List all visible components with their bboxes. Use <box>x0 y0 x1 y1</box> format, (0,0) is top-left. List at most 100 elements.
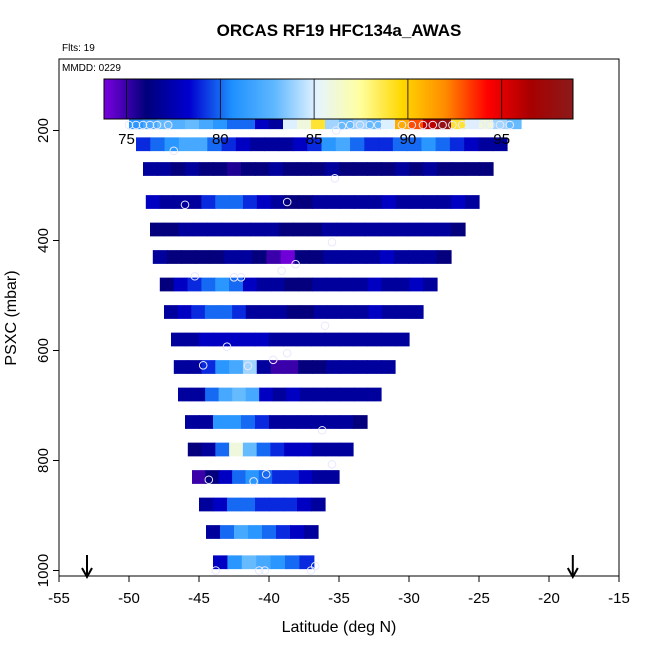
heatmap-cell <box>280 250 296 264</box>
x-tick-label: -20 <box>538 590 560 607</box>
heatmap-cell <box>381 277 397 292</box>
heatmap-cell <box>365 250 381 264</box>
heatmap-cell <box>159 195 175 209</box>
sample-point <box>211 566 221 575</box>
x-tick-label: -55 <box>48 590 70 607</box>
colorbar-ticks: 75 80 85 90 95 <box>118 79 510 148</box>
sample-point <box>330 174 340 183</box>
chart-title: ORCAS RF19 HFC134a_AWAS <box>217 21 462 40</box>
heatmap-cell <box>269 332 284 347</box>
heatmap-cell <box>258 470 273 484</box>
sample-point <box>152 120 162 130</box>
heatmap-cell <box>185 162 200 176</box>
heatmap-cell <box>269 415 284 429</box>
heatmap-cell <box>341 305 356 319</box>
heatmap-cell <box>353 332 368 347</box>
heatmap-cell <box>479 162 494 176</box>
heatmap-cell <box>435 137 451 152</box>
heatmap-cell <box>199 162 214 176</box>
heatmap-cell <box>178 387 193 402</box>
heatmap-cell <box>409 305 424 319</box>
sample-point <box>345 120 355 130</box>
heatmap-cell <box>284 195 300 209</box>
heatmap-cell <box>192 470 206 484</box>
heatmap-cell <box>423 277 438 292</box>
heatmap-cell <box>201 442 216 457</box>
heatmap-cell <box>259 387 274 402</box>
heatmap-cell <box>191 305 206 319</box>
sample-point <box>163 120 173 130</box>
heatmap-cell <box>326 277 341 292</box>
heatmap-cell <box>150 222 165 237</box>
heatmap-cell <box>367 195 383 209</box>
heatmap-cell <box>395 277 410 292</box>
heatmap-cell <box>436 250 452 264</box>
heatmap-cell <box>350 137 365 152</box>
heatmap-cell <box>193 137 208 152</box>
heatmap-cell <box>250 137 266 152</box>
heatmap-cell <box>395 305 410 319</box>
heatmap-cell <box>195 250 211 264</box>
heatmap-cell <box>143 162 158 176</box>
heatmap-cell <box>325 442 340 457</box>
heatmap-cell <box>205 470 220 484</box>
heatmap-cell <box>326 195 341 209</box>
heatmap-cell <box>335 137 351 152</box>
heatmap-cell <box>199 332 214 347</box>
sample-point <box>190 271 200 281</box>
sample-point <box>476 120 485 130</box>
sample-points <box>124 120 515 575</box>
x-tick-label: -40 <box>258 590 280 607</box>
heatmap-cell <box>286 387 301 402</box>
heatmap-cell <box>339 162 354 176</box>
sample-point <box>397 120 407 130</box>
heatmap-cell <box>323 250 338 264</box>
x-tick-label: -25 <box>468 590 490 607</box>
heatmap-cell <box>339 332 354 347</box>
heatmap-cell <box>227 497 242 512</box>
heatmap-cell <box>350 222 366 237</box>
heatmap-cell <box>339 277 355 292</box>
heatmap-cell <box>191 387 206 402</box>
heatmap-cell <box>367 387 382 402</box>
heatmap-cell <box>238 250 253 264</box>
sample-point <box>310 561 320 571</box>
heatmap-cell <box>248 525 263 539</box>
heatmap-cell <box>157 162 172 176</box>
heatmap-cell <box>298 470 313 484</box>
colorbar: 75 80 85 90 95 <box>103 78 574 148</box>
heatmap-cell <box>339 415 354 429</box>
heatmap-cell <box>235 137 251 152</box>
heatmap-cell <box>215 360 230 374</box>
heatmap-cell <box>367 162 382 176</box>
heatmap-cell <box>311 415 326 429</box>
heatmap-cell <box>307 137 323 152</box>
heatmap-cell <box>325 332 340 347</box>
sample-point <box>467 120 477 130</box>
heatmap-cell <box>278 137 294 152</box>
heatmap-cell <box>312 195 327 209</box>
heatmap-cell <box>436 222 452 237</box>
colorbar-gradient <box>103 78 574 120</box>
heatmap-cell <box>327 305 342 319</box>
heatmap-cell <box>218 470 233 484</box>
heatmap-cell <box>215 442 230 457</box>
x-tick-label: -45 <box>188 590 210 607</box>
heatmap-cell <box>284 442 299 457</box>
heatmap-cell <box>227 332 242 347</box>
heatmap-cell <box>264 137 280 152</box>
heatmap-bands <box>129 115 522 570</box>
heatmap-cell <box>325 415 340 429</box>
heatmap-cell <box>312 277 327 292</box>
heatmap-cell <box>422 250 438 264</box>
heatmap-cell <box>409 162 424 176</box>
latitude-arrow <box>81 555 93 580</box>
heatmap-cell <box>178 137 194 152</box>
sample-point <box>373 120 383 130</box>
heatmap-cell <box>245 305 261 319</box>
heatmap-cell <box>298 360 313 374</box>
heatmap-cell <box>220 525 235 539</box>
heatmap-cell <box>173 277 189 292</box>
heatmap-cell <box>465 162 480 176</box>
heatmap-cell <box>256 195 272 209</box>
